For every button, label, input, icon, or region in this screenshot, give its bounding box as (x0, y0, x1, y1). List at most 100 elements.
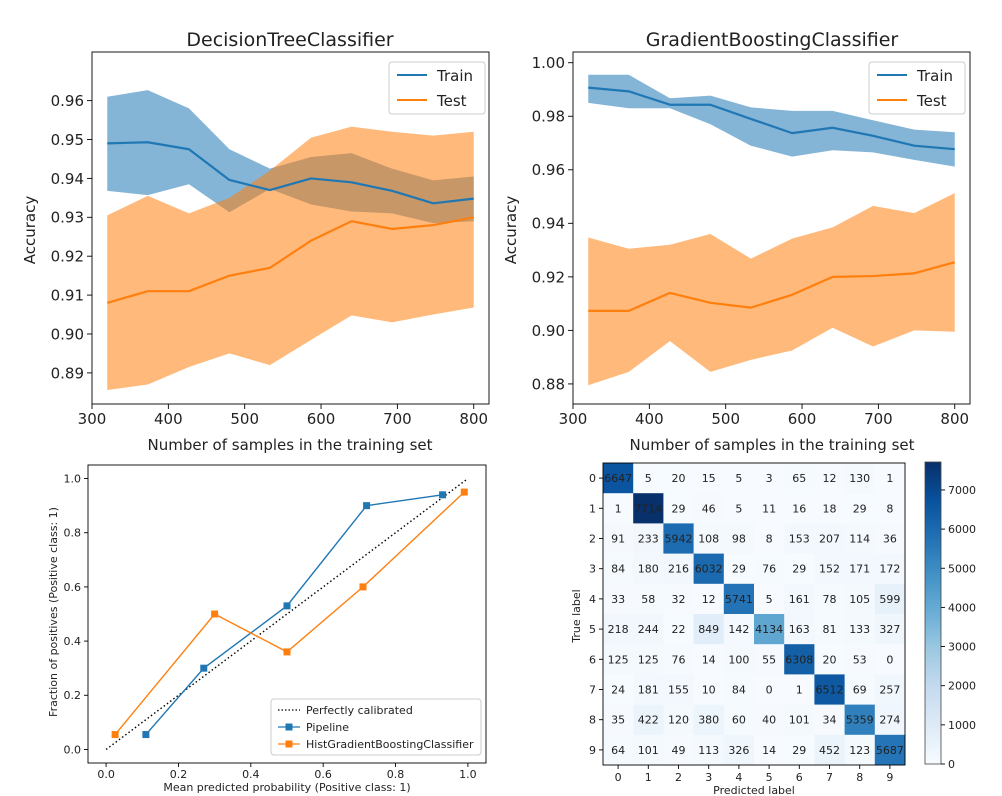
matrix-cell (784, 523, 815, 554)
gradient-boosting-learning-curve: GradientBoostingClassifier Number of sam… (502, 29, 971, 454)
x-axis-label: Mean predicted probability (Positive cla… (163, 781, 410, 794)
series-line-2 (114, 491, 465, 736)
cell-value: 120 (668, 714, 689, 727)
y-tick-label: 0.98 (532, 108, 565, 126)
x-tick-label: 0.4 (242, 768, 260, 781)
x-tick-label: 500 (711, 410, 740, 428)
matrix-cell (603, 583, 634, 615)
colorbar-tick-label: 4000 (948, 601, 976, 614)
cell-value: 53 (853, 653, 867, 666)
legend-label-perfect: Perfectly calibrated (306, 704, 413, 717)
matrix-cell (723, 493, 755, 524)
matrix-cells: 6647 5 20 15 5 3 65 12 130 11 7714 29 46 5 11 16 18 29 891… (589, 462, 976, 784)
series-marker (283, 602, 291, 610)
cell-value: 0 (886, 653, 893, 666)
cell-value: 12 (702, 593, 716, 606)
matrix-cell (663, 704, 694, 736)
cell-value: 8 (886, 502, 893, 515)
plot-area: 300 400 500 600 700 800 0.88 0.90 0.92 0.94 0.96 0.… (532, 51, 971, 428)
matrix-cell (603, 734, 634, 766)
matrix-cell (784, 493, 815, 524)
x-tick-label: 3 (705, 771, 712, 784)
series-marker (359, 583, 367, 591)
cell-value: 163 (789, 623, 810, 636)
matrix-cell (784, 614, 815, 645)
y-tick-label: 0 (589, 472, 596, 485)
matrix-cell (784, 463, 815, 494)
matrix-cell (844, 523, 876, 554)
cell-value: 5 (735, 502, 742, 515)
plot-area: 300 400 500 600 700 800 0.89 0.90 0.91 0.92 0.93 0.… (51, 51, 490, 428)
cell-value: 326 (728, 744, 749, 757)
cell-value: 49 (672, 744, 686, 757)
y-tick-label: 0.94 (532, 215, 565, 233)
axes-frame (87, 464, 487, 764)
legend-label-pipeline: Pipeline (306, 721, 349, 734)
y-tick-label: 5 (589, 623, 596, 636)
cell-value: 6512 (816, 684, 844, 697)
matrix-cell (784, 644, 815, 675)
y-tick-label: 0.89 (51, 364, 84, 382)
x-tick-label: 2 (675, 771, 682, 784)
y-tick-label: 0.6 (64, 581, 82, 594)
cell-value: 216 (668, 563, 689, 576)
cell-value: 599 (879, 593, 900, 606)
cell-value: 15 (702, 472, 716, 485)
matrix-cell (663, 644, 694, 675)
matrix-cell (663, 614, 694, 645)
cell-value: 29 (792, 563, 806, 576)
matrix-cell (723, 704, 755, 736)
decision-tree-learning-curve: DecisionTreeClassifier Number of samples… (21, 29, 490, 454)
test-line (588, 261, 956, 312)
cell-value: 29 (732, 563, 746, 576)
matrix-cell (814, 493, 845, 524)
test-line (106, 216, 474, 304)
y-tick-label: 0.8 (64, 527, 82, 540)
cell-value: 380 (698, 714, 719, 727)
matrix-cell (663, 734, 694, 766)
cell-value: 32 (672, 593, 686, 606)
series-marker (111, 731, 119, 739)
matrix-cell (723, 674, 755, 705)
confusion-matrix: Predicted label True label 6647 5 20 15 5 3 65… (570, 461, 976, 796)
cell-value: 5 (735, 472, 742, 485)
y-axis-label: Fraction of positives (Positive class: 1… (47, 507, 60, 717)
matrix-cell (814, 523, 845, 554)
cell-value: 84 (732, 684, 746, 697)
matrix-cell (663, 674, 694, 705)
series-marker (460, 488, 468, 496)
matrix-cell (633, 704, 664, 736)
cell-value: 65 (792, 472, 806, 485)
x-tick-label: 0.8 (387, 768, 405, 781)
cell-value: 422 (638, 714, 659, 727)
cell-value: 84 (611, 563, 625, 576)
y-axis-label: Accuracy (21, 196, 39, 265)
matrix-cell (814, 583, 845, 615)
matrix-cell (814, 734, 845, 766)
matrix-cell (693, 553, 725, 585)
matrix-cell (693, 644, 725, 675)
matrix-cell (874, 493, 906, 524)
matrix-cell (874, 674, 906, 705)
legend: Train Test (868, 61, 966, 115)
matrix-cell (874, 614, 906, 645)
cell-value: 5 (645, 472, 652, 485)
matrix-cell (874, 734, 906, 766)
matrix-cell (844, 674, 876, 705)
cell-value: 35 (611, 714, 625, 727)
cell-value: 81 (823, 623, 837, 636)
legend-marker-pipeline (285, 723, 293, 731)
y-tick-label: 0.92 (51, 248, 84, 266)
matrix-cell (814, 553, 845, 585)
legend-label-histgb: HistGradientBoostingClassifier (306, 738, 474, 751)
matrix-cell (603, 463, 634, 494)
x-tick-label: 1 (645, 771, 652, 784)
cell-value: 218 (608, 623, 629, 636)
y-tick-label: 0.4 (64, 635, 82, 648)
matrix-cell (603, 674, 634, 705)
cell-value: 1 (886, 472, 893, 485)
cell-value: 171 (849, 563, 870, 576)
series-marker (211, 610, 219, 618)
cell-value: 1 (796, 684, 803, 697)
